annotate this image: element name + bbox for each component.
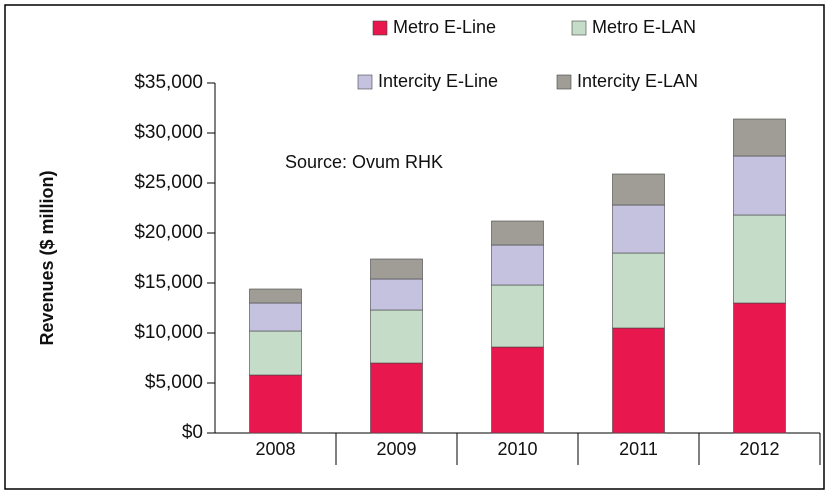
bar-segment — [491, 220, 544, 246]
legend-swatch — [357, 74, 373, 90]
bar-segment — [612, 173, 665, 206]
y-tick-label: $0 — [182, 422, 203, 443]
y-tick-label: $35,000 — [134, 72, 203, 93]
bar-segment — [491, 346, 544, 434]
annotation: Source: Ovum RHK — [285, 152, 443, 172]
y-axis-label: Revenues ($ million) — [37, 170, 57, 345]
x-tick-label: 2008 — [255, 439, 295, 459]
x-tick-label: 2012 — [739, 439, 779, 459]
bar-segment — [733, 155, 786, 216]
bar-segment — [612, 327, 665, 434]
bar-segment — [612, 252, 665, 329]
legend-swatch — [556, 74, 572, 90]
legend-label: Intercity E-LAN — [577, 71, 698, 91]
legend-label: Metro E-Line — [393, 17, 496, 37]
bar-segment — [733, 302, 786, 434]
x-tick-label: 2011 — [619, 439, 658, 459]
bar-segment — [370, 362, 423, 434]
bar-segment — [370, 258, 423, 280]
y-tick-label: $20,000 — [134, 222, 203, 243]
bar-segment — [249, 374, 302, 434]
bar-segment — [491, 244, 544, 286]
bar-segment — [733, 214, 786, 304]
bar-segment — [733, 118, 786, 157]
frame — [4, 4, 825, 490]
y-tick-label: $30,000 — [134, 122, 203, 143]
bar-segment — [370, 278, 423, 311]
legend-label: Intercity E-Line — [378, 71, 498, 91]
y-tick-label: $5,000 — [145, 372, 203, 393]
bar-segment — [612, 204, 665, 254]
bar-segment — [249, 330, 302, 376]
bar-segment — [491, 284, 544, 348]
bar-segment — [249, 288, 302, 304]
x-tick-label: 2010 — [497, 439, 537, 459]
legend-swatch — [571, 20, 587, 36]
y-tick-label: $10,000 — [134, 322, 203, 343]
bar-segment — [249, 302, 302, 332]
y-tick-label: $25,000 — [134, 172, 203, 193]
y-tick-label: $15,000 — [134, 272, 203, 293]
legend-swatch — [372, 20, 388, 36]
bar-segment — [370, 309, 423, 364]
legend-label: Metro E-LAN — [592, 17, 696, 37]
x-tick-label: 2009 — [376, 439, 416, 459]
